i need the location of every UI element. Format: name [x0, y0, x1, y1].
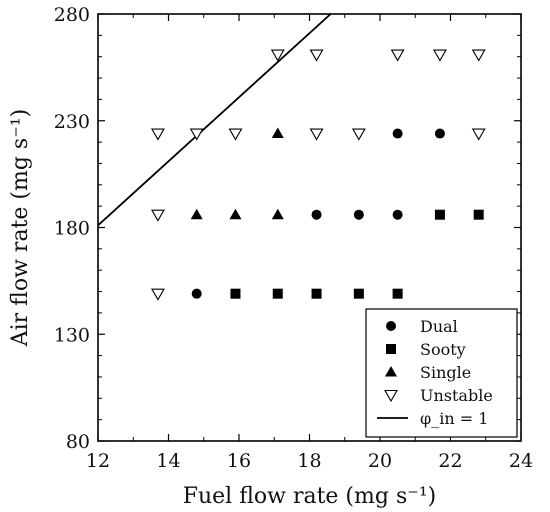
sooty-point	[434, 209, 445, 220]
legend-swatch-sooty	[386, 344, 396, 354]
legend-label-sooty: Sooty	[420, 340, 466, 359]
x-axis-label: Fuel flow rate (mg s⁻¹)	[183, 484, 437, 509]
dual-point	[353, 209, 364, 220]
sooty-point	[392, 288, 403, 299]
y-tick-label: 130	[54, 324, 90, 346]
x-tick-labels: 12 14 16 18 20 22 24	[86, 450, 533, 472]
single-point	[271, 208, 284, 220]
y-tick-label: 80	[66, 431, 90, 453]
legend-swatch-unstable	[384, 389, 398, 403]
sooty-point	[272, 288, 283, 299]
y-axis-label: Air flow rate (mg s⁻¹)	[8, 109, 33, 348]
single-point	[229, 208, 242, 220]
legend-swatch-single	[385, 366, 397, 377]
x-tick-label: 14	[156, 450, 180, 472]
unstable-point	[270, 49, 285, 62]
unstable-point	[150, 288, 165, 301]
stoichiometric-line-layer	[98, 14, 332, 227]
legend: Dual Sooty Single Unstable φ_in = 1	[365, 308, 518, 438]
axis-ticks	[97, 13, 522, 442]
unstable-point	[309, 49, 324, 62]
legend-label-single: Single	[420, 363, 471, 382]
sooty-point	[473, 209, 484, 220]
unstable-point	[432, 49, 447, 62]
unstable-point	[309, 128, 324, 141]
x-tick-label: 20	[368, 450, 392, 472]
dual-point	[392, 209, 403, 220]
unstable-point	[228, 128, 243, 141]
dual-point	[392, 128, 403, 139]
x-tick-label: 18	[297, 450, 321, 472]
unstable-point	[189, 128, 204, 141]
phi-equals-one-line	[98, 14, 332, 227]
sooty-point	[353, 288, 364, 299]
legend-label-phi: φ_in = 1	[420, 409, 488, 428]
x-tick-label: 16	[227, 450, 251, 472]
y-tick-label: 280	[54, 4, 90, 26]
y-tick-label: 230	[54, 111, 90, 133]
x-tick-label: 12	[86, 450, 110, 472]
dual-point	[191, 288, 202, 299]
legend-swatch-dual	[386, 321, 396, 331]
y-tick-label: 180	[54, 218, 90, 240]
single-point	[271, 127, 284, 139]
unstable-point	[471, 49, 486, 62]
single-point	[190, 208, 203, 220]
sooty-point	[311, 288, 322, 299]
dual-point	[311, 209, 322, 220]
x-tick-label: 22	[438, 450, 462, 472]
data-markers	[150, 49, 486, 301]
unstable-point	[150, 128, 165, 141]
legend-label-dual: Dual	[420, 317, 458, 336]
unstable-point	[351, 128, 366, 141]
unstable-point	[471, 128, 486, 141]
y-tick-labels: 80 130 180 230 280	[54, 4, 90, 453]
sooty-point	[230, 288, 241, 299]
unstable-point	[390, 49, 405, 62]
dual-point	[434, 128, 445, 139]
unstable-point	[150, 209, 165, 222]
legend-label-unstable: Unstable	[420, 386, 493, 405]
x-tick-label: 24	[509, 450, 533, 472]
